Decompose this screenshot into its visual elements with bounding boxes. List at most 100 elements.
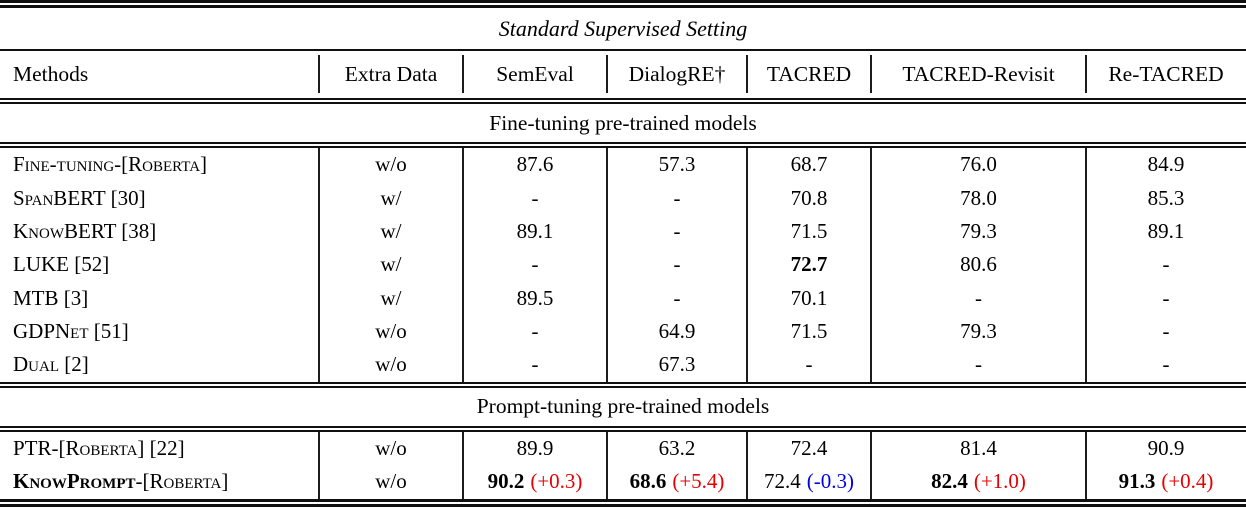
- value-cell-tacred: 72.7: [746, 248, 871, 282]
- metric-value: 68.7: [790, 152, 828, 177]
- metric-value: 89.1: [516, 218, 554, 243]
- metric-value: -: [673, 252, 681, 277]
- value-cell-tacred: -: [746, 348, 871, 383]
- extra-data-cell: w/: [318, 281, 463, 316]
- value-cell-re-tacred: 90.9: [1085, 431, 1246, 466]
- metric-value: 89.1: [1147, 218, 1185, 243]
- metric-value: 64.9: [658, 319, 696, 344]
- method-cell: LUKE [52]: [0, 248, 319, 281]
- value-cell-re-tacred: 85.3: [1085, 181, 1246, 216]
- table-row: MTB [3] w/89.5 - 70.1 - -: [0, 281, 1246, 316]
- metric-value: 79.3: [960, 218, 997, 243]
- metric-value: -: [1162, 285, 1170, 310]
- method-cell: GDPNet [51]: [0, 315, 319, 348]
- value-cell-semeval: 90.2 (+0.3): [462, 465, 607, 499]
- metric-delta: (+1.0): [973, 469, 1026, 494]
- metric-value: 89.9: [516, 435, 554, 460]
- section-bottom-rule: [0, 142, 1246, 148]
- value-cell-semeval: -: [462, 314, 607, 349]
- method-name: LUKE [52]: [13, 252, 110, 277]
- section-bottom-rule: [0, 425, 1246, 432]
- metric-value: 87.6: [516, 152, 554, 177]
- metric-value: 90.2: [487, 469, 525, 494]
- header-row: Methods Extra Data SemEval DialogRE† TACRED T…: [0, 51, 1246, 98]
- method-cell: KnowBERT [38]: [0, 215, 319, 248]
- value-cell-dialogre: -: [606, 248, 747, 282]
- metric-value: -: [531, 252, 539, 277]
- section-top-rule: [0, 381, 1246, 388]
- value-cell-tacred-revisit: 80.6: [870, 248, 1086, 282]
- metric-value: 70.8: [790, 185, 828, 210]
- metric-value: 76.0: [960, 152, 997, 177]
- metric-value: 78.0: [960, 185, 997, 210]
- metric-value: 89.5: [516, 285, 554, 310]
- value-cell-re-tacred: -: [1085, 314, 1246, 349]
- table-row: KnowBERT [38] w/89.1 - 71.5 79.3 89.1: [0, 214, 1246, 249]
- value-cell-re-tacred: 89.1: [1085, 214, 1246, 249]
- metric-value: 72.4: [790, 435, 828, 460]
- metric-value: 72.7: [790, 252, 828, 277]
- table-title-row: Standard Supervised Setting: [0, 8, 1246, 49]
- value-cell-dialogre: -: [606, 181, 747, 216]
- method-name: -[Roberta]: [135, 469, 229, 494]
- method-cell: MTB [3]: [0, 282, 319, 315]
- column-header-extra-data: Extra Data: [318, 51, 463, 98]
- value-cell-tacred-revisit: 81.4: [870, 431, 1086, 466]
- table-row: GDPNet [51] w/o - 64.9 71.5 79.3 -: [0, 314, 1246, 349]
- value-cell-semeval: 87.6: [462, 148, 607, 182]
- metric-value: 68.6: [629, 469, 667, 494]
- metric-value: 82.4: [931, 469, 968, 494]
- table-body: Fine-tuning pre-trained models Fine-tunin…: [0, 98, 1246, 499]
- extra-data-cell: w/o: [318, 431, 463, 466]
- value-cell-tacred-revisit: -: [870, 281, 1086, 316]
- metric-value: 79.3: [960, 319, 997, 344]
- value-cell-re-tacred: 84.9: [1085, 148, 1246, 182]
- value-cell-tacred-revisit: 79.3: [870, 314, 1086, 349]
- value-cell-tacred-revisit: 82.4 (+1.0): [870, 465, 1086, 499]
- bottom-rule: [0, 498, 1246, 507]
- extra-data-cell: w/: [318, 214, 463, 249]
- metric-value: 57.3: [658, 152, 696, 177]
- value-cell-re-tacred: 91.3 (+0.4): [1085, 465, 1246, 499]
- table-row: Fine-tuning-[Roberta] w/o 87.6 57.3 68.7 76.0…: [0, 148, 1246, 182]
- column-header-tacred: TACRED: [746, 51, 871, 98]
- value-cell-tacred: 70.1: [746, 281, 871, 316]
- extra-data-cell: w/o: [318, 148, 463, 182]
- value-cell-semeval: 89.9: [462, 431, 607, 466]
- method-name: PTR-[Roberta] [22]: [13, 435, 185, 460]
- metric-value: -: [1162, 252, 1170, 277]
- table-row: Dual [2] w/o - 67.3 - - -: [0, 348, 1246, 383]
- method-name: Fine-tuning-[Roberta]: [13, 152, 208, 177]
- metric-value: 71.5: [790, 218, 828, 243]
- value-cell-tacred: 68.7: [746, 148, 871, 182]
- extra-data-cell: w/o: [318, 465, 463, 499]
- value-cell-dialogre: 64.9: [606, 314, 747, 349]
- metric-value: -: [673, 285, 681, 310]
- metric-value: -: [975, 352, 982, 377]
- method-name: SpanBERT [30]: [13, 185, 146, 210]
- metric-value: 70.1: [790, 285, 828, 310]
- metric-value: -: [673, 185, 681, 210]
- value-cell-re-tacred: -: [1085, 281, 1246, 316]
- extra-data-cell: w/: [318, 248, 463, 282]
- method-name-bold: KnowPrompt: [13, 469, 136, 494]
- column-header-methods: Methods: [13, 61, 89, 86]
- metric-delta: (-0.3): [806, 469, 854, 494]
- metric-value: 80.6: [960, 252, 997, 277]
- value-cell-tacred-revisit: -: [870, 348, 1086, 383]
- metric-value: -: [673, 218, 681, 243]
- section-top-rule: [0, 98, 1246, 104]
- metric-delta: (+5.4): [672, 469, 725, 494]
- metric-value: 85.3: [1147, 185, 1185, 210]
- method-name: MTB [3]: [13, 285, 89, 310]
- metric-value: 63.2: [658, 435, 696, 460]
- value-cell-semeval: 89.5: [462, 281, 607, 316]
- table-row: SpanBERT [30] w/ - - 70.8 78.0 85.3: [0, 181, 1246, 216]
- value-cell-semeval: -: [462, 348, 607, 383]
- value-cell-tacred: 72.4: [746, 431, 871, 466]
- value-cell-tacred: 70.8: [746, 181, 871, 216]
- table-row: LUKE [52] w/ - - 72.7 80.6 -: [0, 248, 1246, 282]
- column-header-dialogre: DialogRE†: [606, 51, 747, 98]
- metric-value: 90.9: [1147, 435, 1185, 460]
